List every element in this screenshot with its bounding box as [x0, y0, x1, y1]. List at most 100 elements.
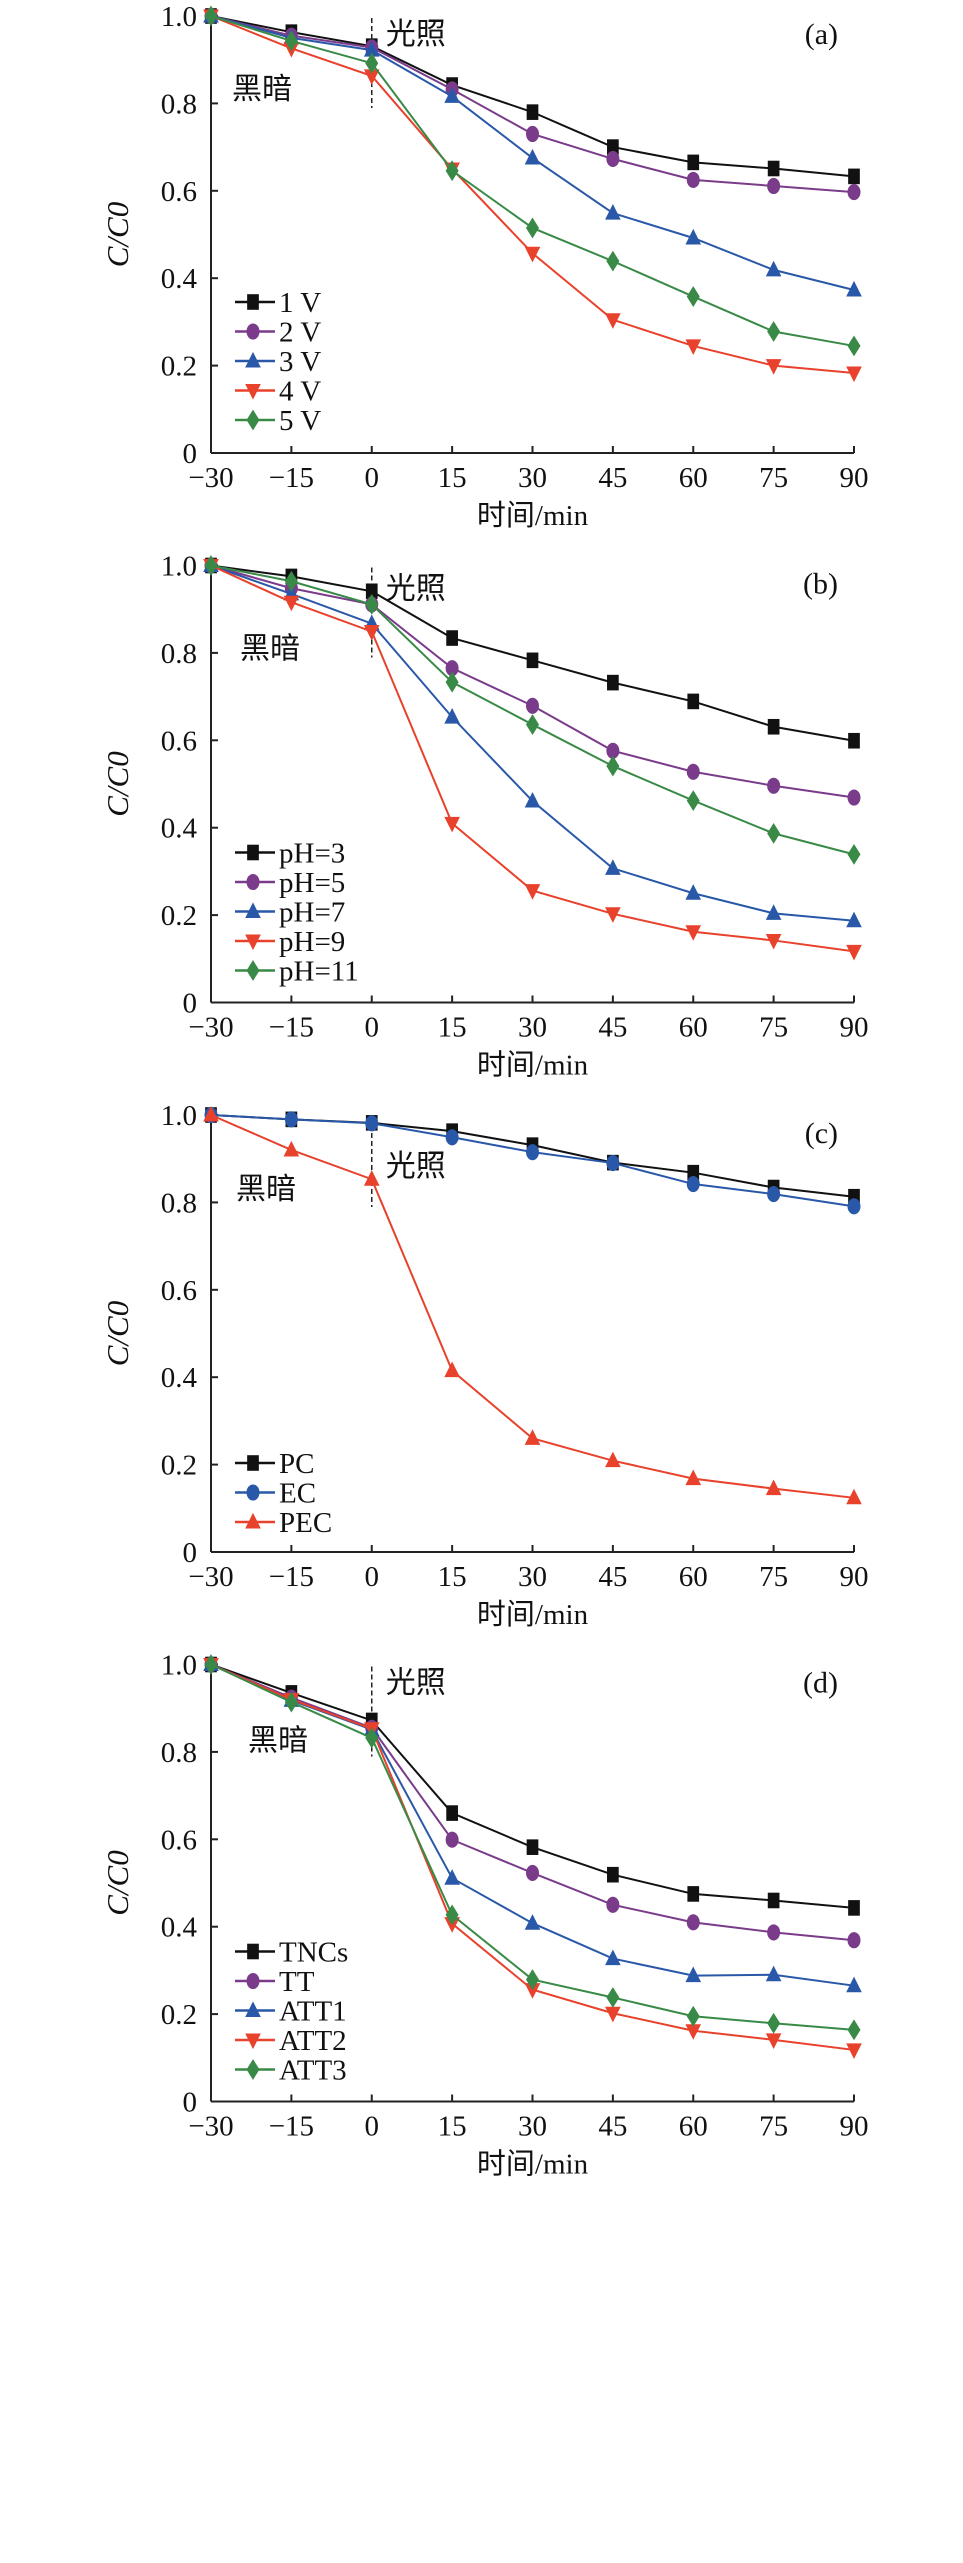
data-point: [767, 2012, 781, 2034]
series-line: [210, 15, 855, 194]
data-point: [765, 359, 782, 375]
legend-marker: [245, 934, 261, 951]
legend-label: pH=9: [279, 926, 345, 958]
x-tick-label: 75: [759, 2111, 788, 2143]
data-point: [203, 1105, 219, 1122]
data-point: [445, 1904, 459, 1926]
dark-annotation: 黑暗: [232, 73, 292, 106]
data-point: [365, 1727, 379, 1749]
data-point: [846, 911, 862, 928]
x-tick-label: 60: [679, 2111, 708, 2143]
data-point: [686, 286, 700, 307]
data-point: [284, 30, 298, 52]
legend-label: pH=5: [279, 867, 345, 899]
data-point: [445, 660, 459, 677]
data-point: [526, 714, 539, 735]
data-point: [606, 1987, 620, 2008]
x-axis-title: 时间/min: [477, 1598, 589, 1631]
x-tick-label: 75: [759, 1012, 788, 1044]
data-point: [685, 1966, 702, 1983]
x-tick-label: 15: [438, 2111, 467, 2143]
x-axis-title: 时间/min: [477, 1049, 589, 1082]
y-tick-label: 0.2: [161, 1450, 197, 1482]
series-tt: [204, 1656, 861, 1949]
y-tick-label: 0: [183, 1537, 198, 1569]
data-point: [687, 693, 700, 710]
legend-marker: [246, 873, 260, 891]
data-point: [606, 755, 620, 777]
data-point: [846, 1488, 862, 1505]
x-tick-label: 0: [365, 1012, 380, 1044]
data-point: [685, 925, 702, 941]
data-point: [847, 2019, 861, 2041]
data-point: [685, 228, 702, 245]
series-ph-5: [204, 557, 861, 806]
series-line: [210, 1114, 855, 1208]
legend-item: ATT3: [235, 2055, 347, 2087]
legend-label: EC: [279, 1478, 316, 1510]
data-point: [524, 884, 541, 900]
data-point: [686, 1914, 700, 1931]
panel-label: (a): [805, 18, 838, 51]
data-point: [846, 1976, 862, 1993]
x-tick-label: 30: [518, 1012, 547, 1044]
y-tick-label: 0.8: [161, 1187, 197, 1219]
data-point: [284, 1111, 298, 1128]
y-tick-label: 0.8: [161, 1737, 197, 1769]
legend-label: 1 V: [279, 287, 321, 319]
data-point: [685, 884, 702, 900]
x-tick-label: −15: [269, 2111, 314, 2143]
data-point: [445, 160, 459, 182]
y-axis-title: C/C0: [100, 1850, 135, 1916]
panel-label: (c): [805, 1117, 838, 1150]
light-annotation: 光照: [386, 573, 446, 606]
data-point: [767, 777, 781, 794]
y-tick-label: 0.8: [161, 88, 197, 120]
y-axis-title: C/C0: [100, 1300, 135, 1366]
x-tick-label: 45: [598, 1561, 627, 1593]
y-tick-label: 0.2: [161, 351, 197, 383]
data-point: [444, 1361, 460, 1378]
x-tick-label: 30: [518, 462, 547, 494]
y-tick-label: 0.2: [161, 900, 197, 932]
data-point: [444, 816, 460, 833]
legend-item: 3 V: [235, 346, 321, 378]
legend-item: PEC: [235, 1507, 332, 1539]
x-tick-label: 90: [840, 1561, 869, 1593]
y-axis-title: C/C0: [100, 201, 135, 267]
legend-marker: [245, 2001, 261, 2017]
x-tick-label: 60: [679, 462, 708, 494]
y-tick-label: 0.6: [161, 725, 197, 757]
data-point: [283, 595, 300, 612]
data-point: [848, 168, 860, 185]
data-point: [685, 339, 702, 356]
legend-marker: [245, 1512, 261, 1529]
data-point: [767, 1924, 781, 1941]
legend-item: 1 V: [235, 287, 321, 319]
data-point: [846, 366, 862, 383]
data-point: [204, 555, 218, 576]
data-point: [847, 1932, 861, 1949]
x-tick-label: 0: [365, 1561, 380, 1593]
legend-item: pH=5: [235, 867, 345, 899]
x-tick-label: 0: [365, 2111, 380, 2143]
data-point: [284, 570, 298, 592]
legend-item: TT: [235, 1966, 315, 1998]
x-tick-label: −30: [188, 1012, 233, 1044]
data-point: [445, 1831, 459, 1848]
data-point: [686, 790, 700, 812]
data-point: [846, 944, 862, 961]
data-point: [686, 171, 700, 188]
y-tick-label: 0.6: [161, 1275, 197, 1307]
legend-marker: [246, 409, 260, 431]
data-point: [606, 742, 620, 759]
data-point: [767, 321, 781, 342]
legend-item: 2 V: [235, 317, 321, 349]
legend-label: ATT3: [279, 2055, 347, 2087]
x-tick-label: −15: [269, 1561, 314, 1593]
data-point: [524, 791, 541, 808]
legend-item: pH=7: [235, 897, 345, 929]
legend-item: pH=9: [235, 926, 345, 958]
legend-item: ATT1: [235, 1996, 347, 2028]
data-point: [607, 674, 619, 691]
